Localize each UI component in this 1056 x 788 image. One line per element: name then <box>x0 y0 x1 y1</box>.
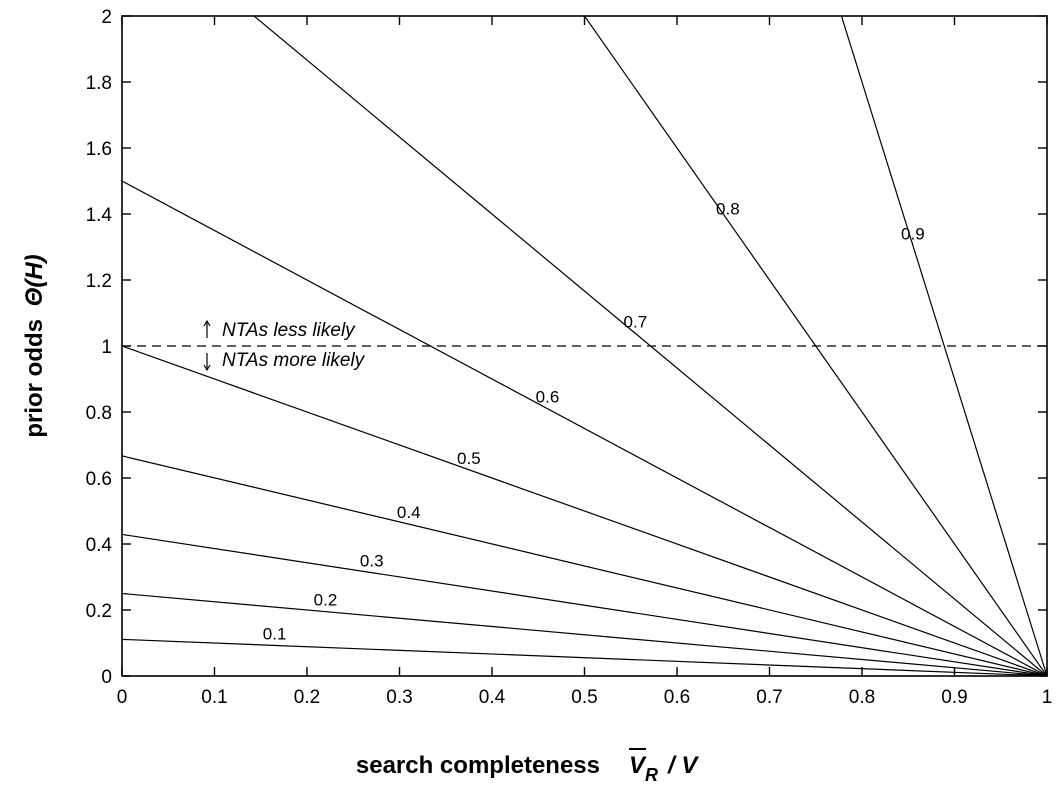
series-label-0.6: 0.6 <box>536 388 560 407</box>
x-tick-label: 0.5 <box>571 687 597 708</box>
series-label-0.3: 0.3 <box>360 552 384 571</box>
series-label-0.9: 0.9 <box>901 224 925 243</box>
y-tick-label: 1.8 <box>86 73 112 94</box>
y-axis-title-group: prior odds Θ(H) <box>21 254 48 437</box>
series-line-0.1 <box>122 638 1047 676</box>
x-tick-label: 0.7 <box>756 687 782 708</box>
series-line-0.4 <box>122 455 1047 676</box>
series-label-0.4: 0.4 <box>397 503 421 522</box>
y-axis-title: prior odds Θ(H) <box>21 254 48 437</box>
y-tick-label: 0.2 <box>86 601 112 622</box>
y-tick-label: 1.6 <box>86 139 112 160</box>
y-tick-label: 0.8 <box>86 403 112 424</box>
series-line-0.8 <box>583 16 1047 676</box>
y-tick-label: 0.4 <box>86 535 113 556</box>
up-arrow-head-icon <box>203 319 211 327</box>
down-arrow-head-icon <box>203 364 211 372</box>
x-tick-label: 0.2 <box>294 687 320 708</box>
y-tick-label: 1.2 <box>86 271 112 292</box>
x-axis-title-math: V R / V <box>629 748 699 785</box>
y-tick-label: 0.6 <box>86 469 112 490</box>
series-line-0.9 <box>840 16 1047 676</box>
series-line-0.6 <box>122 180 1047 676</box>
series-line-0.3 <box>122 533 1047 676</box>
x-axis-symbol: V <box>629 752 647 779</box>
annotation-more-likely: NTAs more likely <box>222 350 366 371</box>
series-labels: 0.1 0.2 0.3 0.4 0.5 0.6 0.7 0.8 0.9 <box>263 200 925 644</box>
series-lines <box>122 16 1047 676</box>
annotation-arrows <box>203 319 211 372</box>
y-axis-title-text: prior odds <box>21 319 48 438</box>
x-tick-label: 0.4 <box>479 687 506 708</box>
x-tick-label: 0.6 <box>664 687 690 708</box>
y-tick-label: 2 <box>101 7 112 28</box>
y-tick-label: 1 <box>101 337 112 358</box>
x-tick-label: 1 <box>1042 687 1053 708</box>
annotation-less-likely: NTAs less likely <box>222 320 356 341</box>
x-tick-label: 0.8 <box>849 687 875 708</box>
y-tick-label: 1.4 <box>86 205 113 226</box>
x-tick-label: 0 <box>117 687 128 708</box>
series-line-0.2 <box>122 592 1047 676</box>
series-line-0.5 <box>122 345 1047 676</box>
x-axis-ticks: 0 0.1 0.2 0.3 0.4 0.5 0.6 0.7 0.8 0.9 1 <box>117 16 1053 708</box>
x-axis-subscript: R <box>645 765 658 785</box>
x-tick-label: 0.1 <box>201 687 227 708</box>
x-tick-label: 0.9 <box>941 687 967 708</box>
series-label-0.1: 0.1 <box>263 624 287 643</box>
x-axis-title: search completeness <box>356 752 600 779</box>
x-tick-label: 0.3 <box>386 687 412 708</box>
y-axis-title-math: Θ(H) <box>21 254 48 306</box>
series-label-0.8: 0.8 <box>716 200 740 219</box>
y-axis-ticks: 0 0.2 0.4 0.6 0.8 1 1.2 1.4 1.6 1.8 2 <box>86 7 1047 688</box>
series-label-0.5: 0.5 <box>457 449 481 468</box>
series-label-0.7: 0.7 <box>624 312 648 331</box>
y-tick-label: 0 <box>101 667 112 688</box>
series-line-0.7 <box>253 16 1047 676</box>
series-label-0.2: 0.2 <box>314 591 338 610</box>
x-axis-rest: / V <box>667 752 699 779</box>
